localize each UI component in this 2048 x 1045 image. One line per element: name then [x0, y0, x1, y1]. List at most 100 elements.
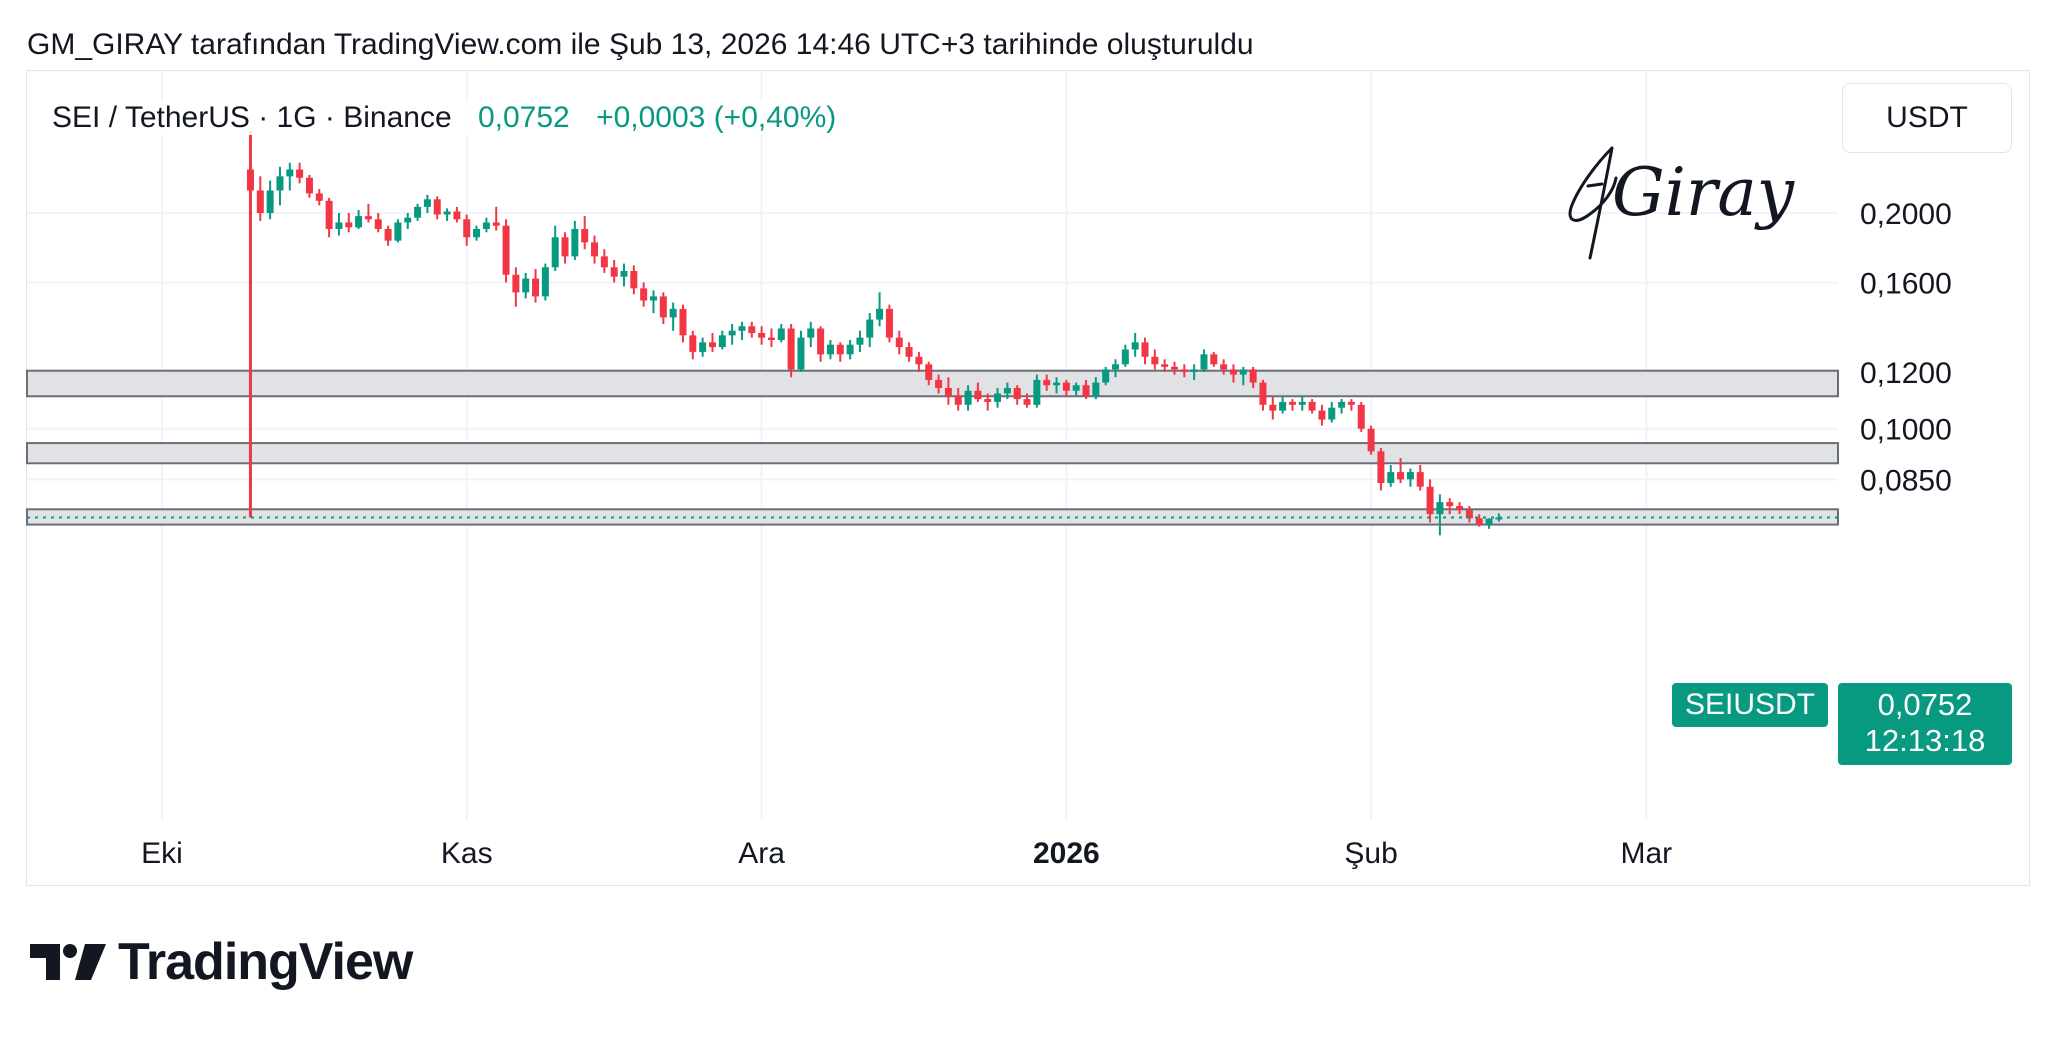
candle-body: [414, 206, 422, 218]
candle: [974, 382, 982, 402]
candle: [433, 196, 441, 220]
symbol-price-tag: SEIUSDT: [1672, 683, 1828, 727]
candle: [1288, 399, 1296, 411]
candle-body: [1357, 404, 1365, 429]
candle-body: [551, 237, 559, 268]
candle-body: [473, 228, 481, 238]
candle-body: [1210, 354, 1218, 365]
candle: [246, 131, 254, 518]
candle-body: [1239, 369, 1247, 375]
chart-legend: SEI / TetherUS · 1G · Binance 0,0752 +0,…: [48, 101, 841, 135]
candle-body: [394, 222, 402, 241]
candle: [325, 197, 333, 238]
price-tick-label: 0,1200: [1860, 357, 1952, 390]
candle-body: [1072, 385, 1080, 391]
candle-body: [954, 396, 962, 405]
candle-body: [925, 364, 933, 380]
candle-body: [699, 342, 707, 352]
candle-body: [1318, 410, 1326, 420]
candle: [443, 208, 451, 221]
candle: [728, 324, 736, 345]
candle: [1229, 364, 1237, 383]
candle: [1446, 498, 1454, 515]
candle: [551, 225, 559, 271]
candle-body: [650, 296, 657, 301]
candle-body: [286, 169, 294, 177]
currency-unit-button[interactable]: USDT: [1842, 83, 2012, 153]
candle: [836, 342, 844, 362]
candle: [1397, 458, 1405, 484]
candle: [1190, 364, 1198, 380]
candle: [1387, 465, 1395, 487]
candle: [640, 282, 648, 307]
signature-watermark: Giray: [1568, 146, 1795, 260]
candle-body: [787, 328, 795, 370]
candle-body: [502, 225, 510, 275]
candle-body: [807, 328, 815, 338]
candle-body: [738, 326, 746, 331]
candle: [1131, 333, 1139, 357]
candle-body: [296, 169, 304, 178]
candle: [1023, 393, 1031, 408]
candle: [1298, 396, 1306, 411]
price-zone: [26, 369, 1839, 398]
candle: [581, 216, 589, 250]
candle: [1102, 366, 1110, 386]
candle: [1485, 518, 1493, 529]
candle-body: [679, 308, 687, 336]
candle-body: [482, 222, 490, 229]
last-price-tag: 0,0752 12:13:18: [1838, 683, 2012, 765]
candle: [1308, 399, 1316, 414]
candle-series: [246, 131, 1503, 536]
candle-body: [777, 328, 785, 340]
candle: [561, 232, 569, 264]
candle: [984, 393, 992, 411]
support-resistance-zones: [26, 369, 1839, 526]
candle-body: [1416, 472, 1424, 487]
candle: [296, 162, 304, 184]
candle-body: [1013, 387, 1021, 400]
candle-body: [1033, 379, 1041, 405]
candle: [866, 313, 874, 348]
candlestick-chart[interactable]: 0,2000 0,1600 0,1200 0,1000 0,0850 Eki Kas Ara…: [0, 0, 2048, 900]
candle-body: [1141, 342, 1149, 357]
candle-body: [315, 193, 323, 201]
candle: [925, 361, 933, 386]
candle-body: [1259, 382, 1267, 405]
candle: [797, 330, 805, 372]
chart-frame[interactable]: [26, 70, 2030, 886]
candle-body: [1082, 385, 1090, 397]
candle: [718, 330, 726, 350]
tradingview-logo[interactable]: TradingView: [30, 932, 413, 992]
candle: [345, 213, 353, 233]
candle: [905, 342, 913, 362]
candle-body: [915, 356, 923, 365]
time-axis-labels: Eki Kas Ara 2026 Şub Mar: [141, 837, 1672, 870]
symbol-label[interactable]: SEI / TetherUS · 1G · Binance: [52, 101, 452, 134]
candle: [1367, 425, 1375, 455]
time-tick-label: Şub: [1344, 837, 1397, 870]
candle: [414, 203, 422, 221]
candle-body: [1043, 379, 1051, 386]
candle: [659, 292, 667, 325]
candle: [532, 269, 540, 303]
candle: [1239, 366, 1247, 386]
time-tick-label: 2026: [1033, 837, 1100, 870]
candle: [1082, 379, 1090, 400]
candle-body: [384, 228, 392, 241]
candle: [1062, 379, 1070, 397]
candle-body: [944, 387, 952, 397]
candle: [1426, 479, 1434, 523]
candle: [876, 292, 884, 327]
candle: [1495, 513, 1503, 522]
price-tick-label: 0,1000: [1860, 414, 1952, 447]
candle-body: [1485, 518, 1493, 525]
candle: [630, 265, 638, 295]
candle-body: [1151, 356, 1159, 365]
candle-body: [1406, 472, 1414, 480]
candle-body: [433, 199, 441, 215]
bar-countdown: 12:13:18: [1864, 723, 1986, 758]
candle: [846, 339, 854, 360]
candle-body: [1131, 342, 1139, 350]
candle: [1053, 377, 1061, 394]
